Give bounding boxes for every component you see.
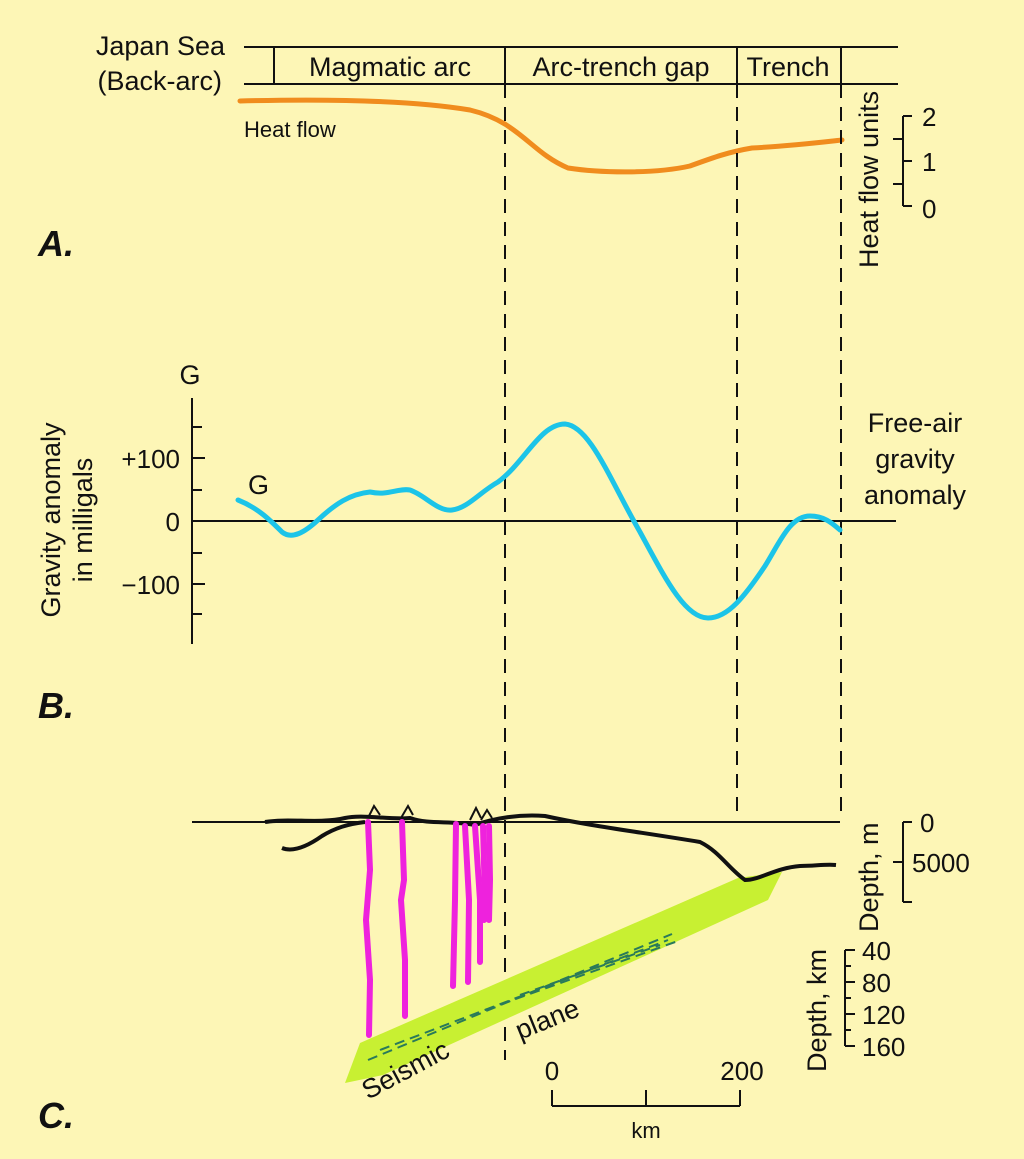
gravity-legend-line2: gravity <box>875 444 955 474</box>
heat-flow-axis <box>893 115 912 207</box>
gravity-legend-line1: Free-air <box>868 408 963 438</box>
heat-flow-tick-label: 2 <box>922 102 936 132</box>
seismic-plane-dashes <box>367 933 679 1061</box>
magma-conduit <box>397 819 408 1019</box>
subducting-slab <box>345 872 782 1083</box>
magma-conduit <box>450 821 459 989</box>
depth-km-tick-label: 40 <box>862 936 891 966</box>
gravity-axis-title-line2: in milligals <box>68 458 98 583</box>
topography-underline <box>281 820 366 852</box>
scale-tick-label: 0 <box>545 1056 559 1086</box>
magma-conduit <box>362 819 374 1038</box>
depth-km-tick-label: 120 <box>862 1000 905 1030</box>
gravity-legend-line3: anomaly <box>864 480 967 510</box>
scale-tick-label: 200 <box>720 1056 763 1086</box>
magma-conduits <box>362 819 494 1038</box>
heat-flow-curve <box>237 97 845 175</box>
depth-km-tick-label: 160 <box>862 1032 905 1062</box>
heat-flow-tick-label: 0 <box>922 194 936 224</box>
panel-c: Seismic plane 0 5000 Depth, m 40 80 120 … <box>38 803 970 1143</box>
heat-flow-axis-title: Heat flow units <box>854 91 884 268</box>
heat-flow-tick-label: 1 <box>922 147 936 177</box>
back-arc-label-line2: (Back-arc) <box>97 66 222 96</box>
zone-label-arc-trench-gap: Arc-trench gap <box>532 52 709 82</box>
depth-km-axis <box>844 949 855 1047</box>
depth-m-tick-label: 5000 <box>912 848 970 878</box>
depth-m-axis <box>893 821 912 903</box>
zone-label-magmatic-arc: Magmatic arc <box>309 52 471 82</box>
zone-boundary-dashed-lines <box>504 84 842 1060</box>
scale-unit-label: km <box>631 1118 660 1143</box>
gravity-curve-label: G <box>248 470 269 500</box>
panel-a: Japan Sea (Back-arc) Magmatic arc Arc-tr… <box>37 31 936 268</box>
topography-profile <box>264 813 837 883</box>
depth-m-axis-title: Depth, m <box>854 822 884 932</box>
gravity-tick-label: +100 <box>121 444 180 474</box>
magma-conduit <box>462 823 473 985</box>
zone-label-trench: Trench <box>746 52 829 82</box>
panel-a-letter: A. <box>37 223 74 264</box>
depth-m-tick-label: 0 <box>920 808 934 838</box>
depth-km-axis-title: Depth, km <box>802 949 832 1072</box>
magma-conduit <box>480 823 489 923</box>
depth-km-tick-label: 80 <box>862 968 891 998</box>
gravity-tick-label: −100 <box>121 570 180 600</box>
magma-conduit <box>472 823 483 965</box>
km-scale-bar <box>551 1090 741 1107</box>
volcano-markers <box>367 803 493 821</box>
back-arc-label-line1: Japan Sea <box>96 31 226 61</box>
panel-b: G +100 0 −100 Gravity anomaly in milliga… <box>36 360 967 726</box>
gravity-axis-title-line1: Gravity anomaly <box>36 422 66 618</box>
panel-c-letter: C. <box>38 1095 74 1136</box>
heat-flow-label: Heat flow <box>244 117 336 142</box>
gravity-axis-top-label: G <box>179 360 200 390</box>
gravity-tick-label: 0 <box>166 507 180 537</box>
free-air-gravity-curve <box>235 421 843 621</box>
panel-b-letter: B. <box>38 685 74 726</box>
magma-conduit <box>486 823 494 923</box>
